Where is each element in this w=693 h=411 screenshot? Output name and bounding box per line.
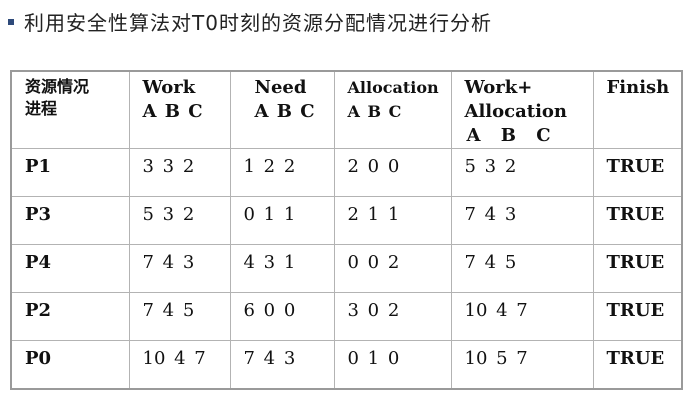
header-work: Work A B C: [128, 70, 231, 149]
need-cell: 1 2 2: [229, 148, 335, 197]
work-value: 7 4 5: [142, 299, 195, 321]
allocation-value: 2 1 1: [347, 203, 400, 225]
header-resource-label: 资源情况: [25, 77, 90, 96]
header-allocation: Allocation A B C: [333, 70, 452, 149]
work-value: 7 4 3: [142, 251, 195, 273]
allocation-cell: 2 0 0: [333, 148, 452, 197]
allocation-value: 0 0 2: [347, 251, 400, 273]
slide-title-row: 利用安全性算法对T0时刻的资源分配情况进行分析: [8, 6, 492, 36]
finish-cell: TRUE: [592, 291, 683, 341]
header-need-abc: A B C: [254, 101, 315, 122]
work-cell: 10 4 7: [128, 339, 231, 390]
header-finish-label: Finish: [606, 77, 670, 98]
work-allocation-value: 7 4 3: [464, 203, 517, 225]
header-need-label: Need: [254, 77, 307, 98]
allocation-cell: 2 1 1: [333, 195, 452, 245]
work-value: 10 4 7: [142, 347, 206, 369]
process-cell: P1: [10, 148, 130, 197]
allocation-cell: 0 0 2: [333, 243, 452, 293]
header-work-plus-label: Work+: [464, 77, 533, 98]
need-value: 7 4 3: [243, 347, 296, 369]
need-cell: 0 1 1: [229, 195, 335, 245]
header-allocation-sub-label: Allocation: [464, 101, 568, 122]
slide-title: 利用安全性算法对T0时刻的资源分配情况进行分析: [24, 10, 492, 35]
table-header-row: 资源情况 进程 Work A B C Need A B C Allocation…: [10, 70, 683, 149]
process-cell: P2: [10, 291, 130, 341]
work-cell: 7 4 5: [128, 291, 231, 341]
allocation-value: 0 1 0: [347, 347, 400, 369]
allocation-cell: 3 0 2: [333, 291, 452, 341]
header-allocation-label: Allocation: [347, 78, 439, 97]
finish-cell: TRUE: [592, 243, 683, 293]
work-value: 3 3 2: [142, 156, 195, 177]
need-value: 1 2 2: [243, 156, 296, 177]
header-work-label: Work: [142, 77, 196, 98]
safety-algorithm-table: 资源情况 进程 Work A B C Need A B C Allocation…: [10, 70, 683, 390]
allocation-cell: 0 1 0: [333, 339, 452, 390]
work-allocation-value: 7 4 5: [464, 251, 517, 273]
work-cell: 7 4 3: [128, 243, 231, 293]
table-row: P3 5 3 2 0 1 1 2 1 1 7 4 3 TRUE: [10, 195, 683, 245]
work-allocation-cell: 10 5 7: [450, 339, 594, 390]
finish-cell: TRUE: [592, 195, 683, 245]
header-work-allocation-abc: A B C: [466, 125, 551, 146]
need-value: 0 1 1: [243, 203, 296, 225]
work-allocation-cell: 10 4 7: [450, 291, 594, 341]
table-row: P2 7 4 5 6 0 0 3 0 2 10 4 7 TRUE: [10, 291, 683, 341]
header-process-label: 进程: [25, 99, 58, 118]
work-cell: 5 3 2: [128, 195, 231, 245]
header-need: Need A B C: [229, 70, 335, 149]
finish-cell: TRUE: [592, 339, 683, 390]
work-value: 5 3 2: [142, 203, 195, 225]
work-allocation-cell: 5 3 2: [450, 148, 594, 197]
square-bullet-icon: [8, 19, 14, 25]
work-allocation-cell: 7 4 3: [450, 195, 594, 245]
allocation-value: 3 0 2: [347, 299, 400, 321]
header-allocation-abc: A B C: [347, 102, 402, 121]
work-allocation-cell: 7 4 5: [450, 243, 594, 293]
need-value: 6 0 0: [243, 299, 296, 321]
process-cell: P3: [10, 195, 130, 245]
finish-cell: TRUE: [592, 148, 683, 197]
work-allocation-value: 10 5 7: [464, 347, 528, 369]
table-row: P4 7 4 3 4 3 1 0 0 2 7 4 5 TRUE: [10, 243, 683, 293]
header-finish: Finish: [592, 70, 683, 149]
need-cell: 6 0 0: [229, 291, 335, 341]
need-cell: 7 4 3: [229, 339, 335, 390]
work-cell: 3 3 2: [128, 148, 231, 197]
header-resource-process: 资源情况 进程: [10, 70, 130, 149]
header-work-abc: A B C: [142, 101, 203, 122]
process-cell: P4: [10, 243, 130, 293]
table-row: P0 10 4 7 7 4 3 0 1 0 10 5 7 TRUE: [10, 339, 683, 390]
work-allocation-value: 10 4 7: [464, 299, 528, 321]
need-value: 4 3 1: [243, 251, 296, 273]
table-row: P1 3 3 2 1 2 2 2 0 0 5 3 2 TRUE: [10, 148, 683, 197]
process-cell: P0: [10, 339, 130, 390]
work-allocation-value: 5 3 2: [464, 156, 517, 177]
header-work-allocation: Work+ Allocation A B C: [450, 70, 594, 149]
need-cell: 4 3 1: [229, 243, 335, 293]
allocation-value: 2 0 0: [347, 156, 400, 177]
